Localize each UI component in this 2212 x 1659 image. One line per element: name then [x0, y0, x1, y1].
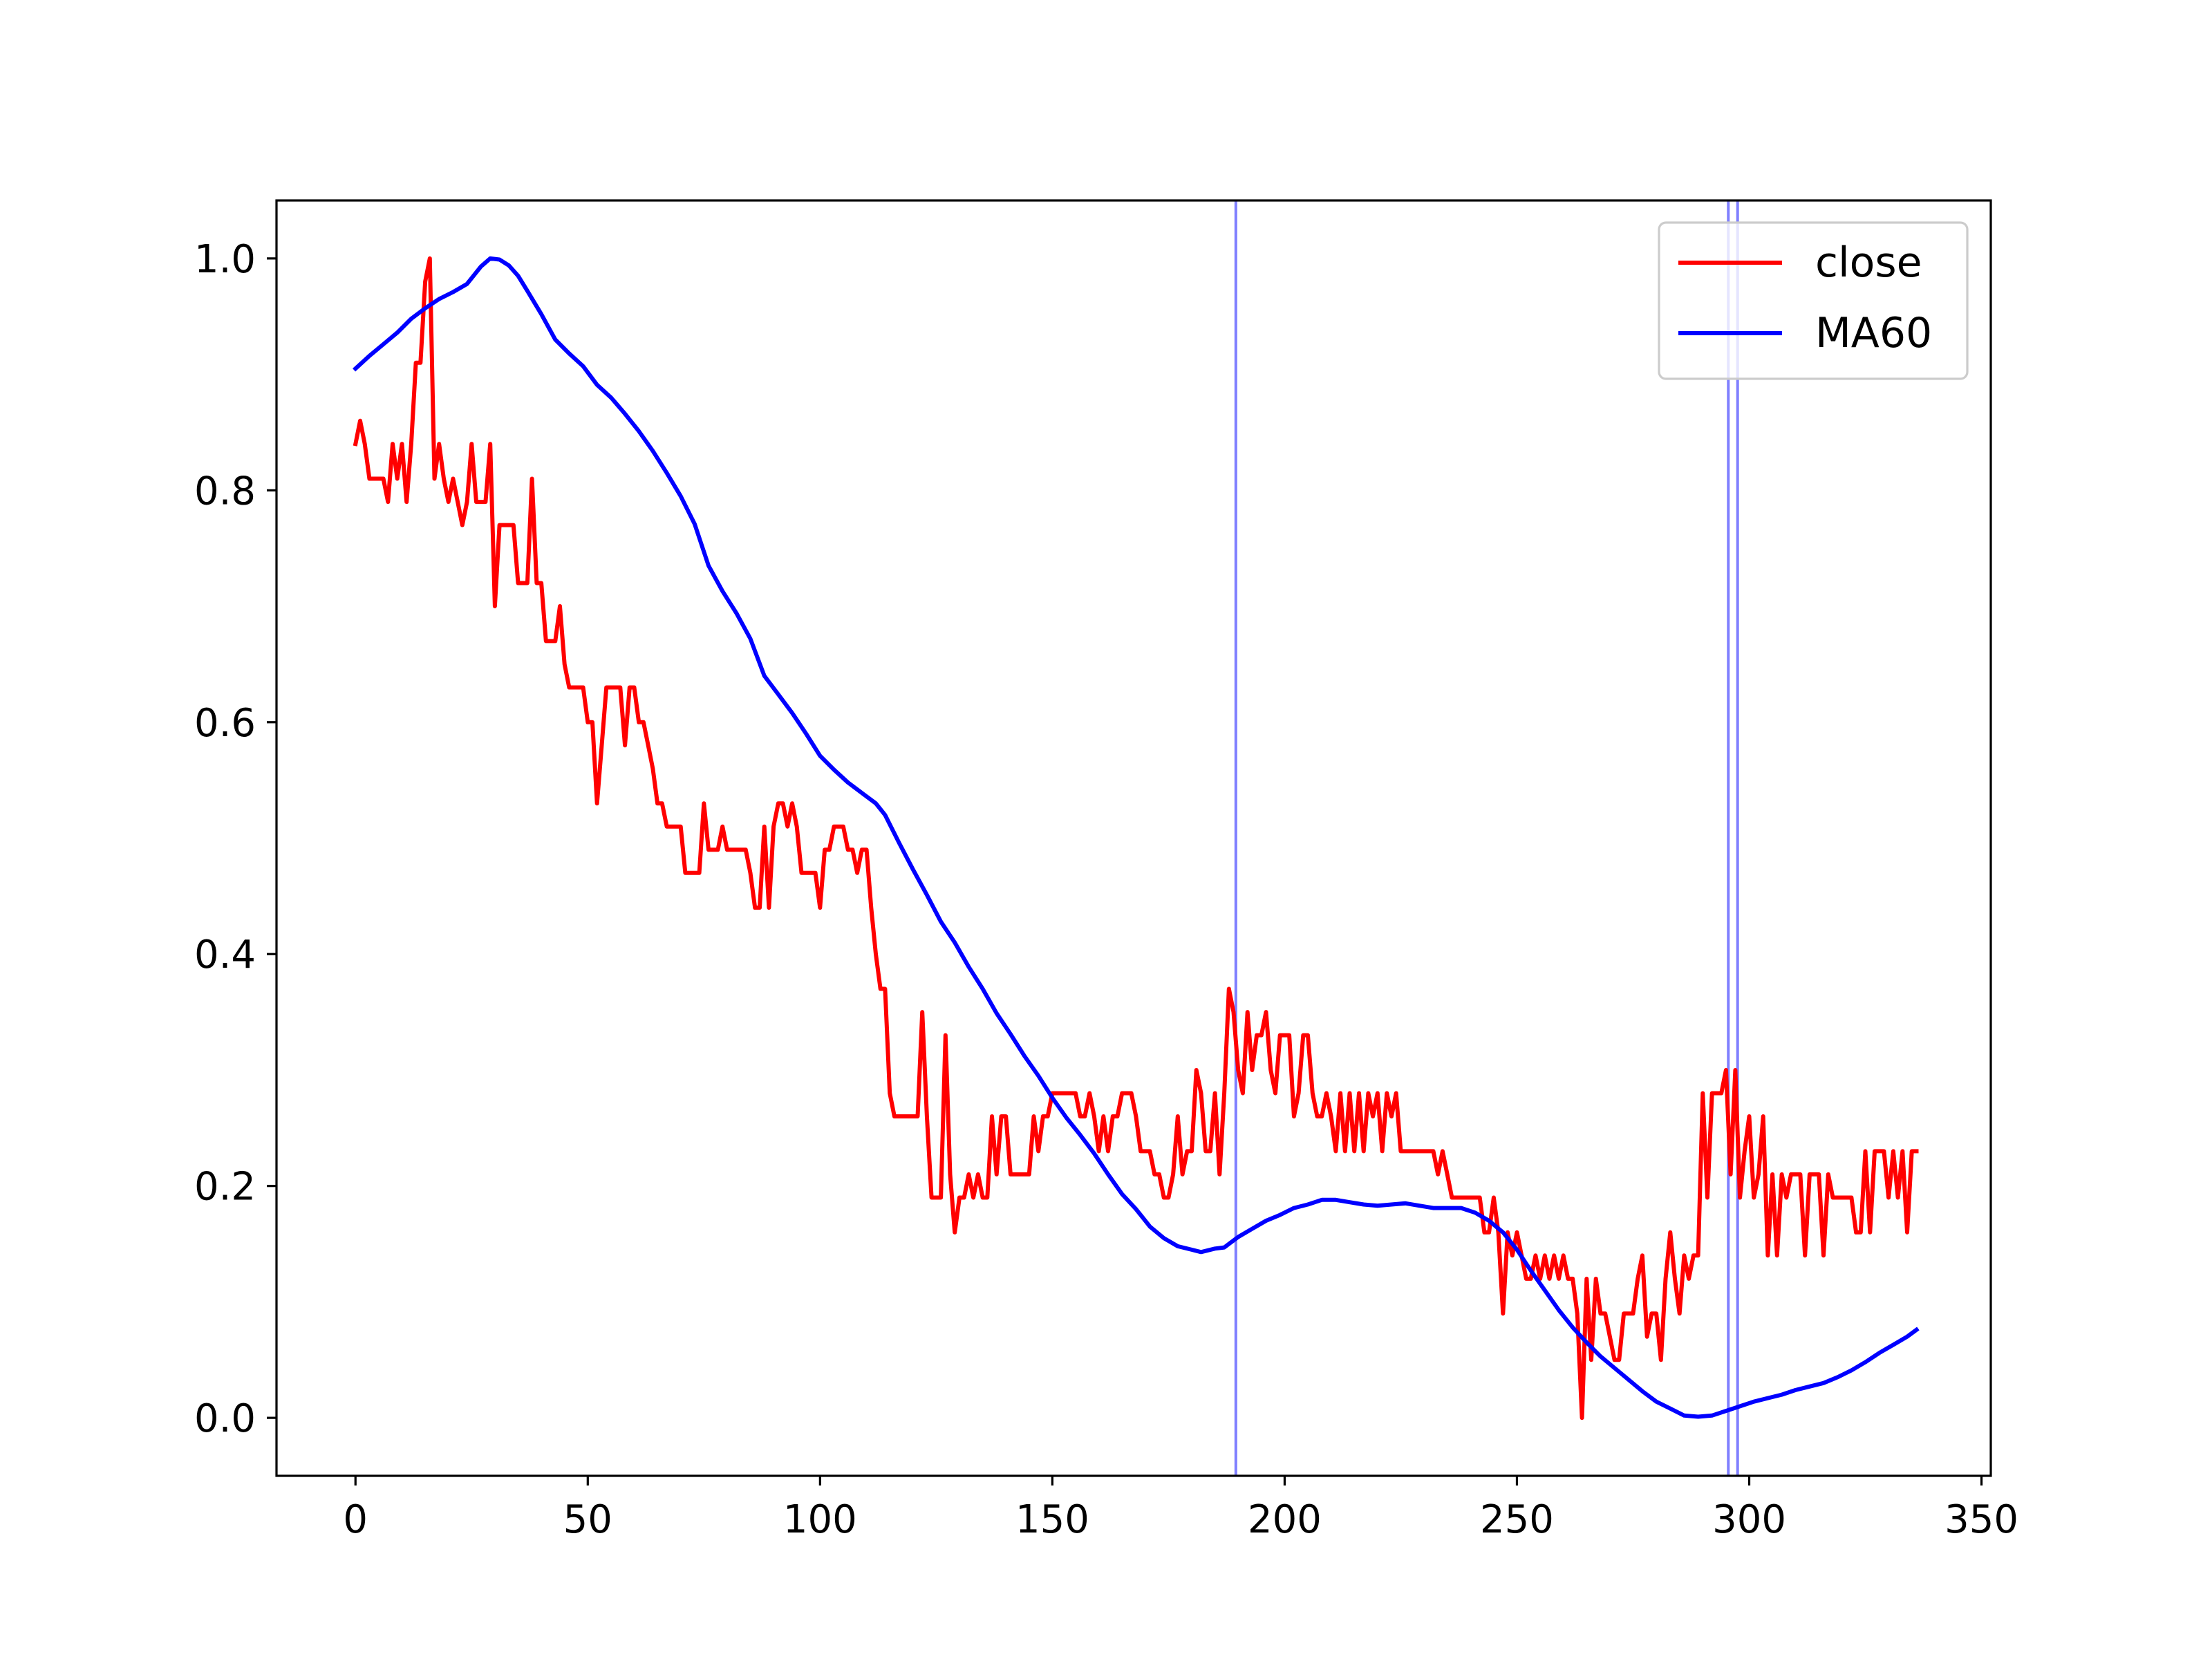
- y-tick-label: 0.6: [194, 701, 256, 746]
- x-tick-label: 300: [1712, 1497, 1786, 1542]
- y-tick-label: 0.8: [194, 469, 256, 514]
- legend-close-label: close: [1815, 238, 1922, 287]
- y-tick-label: 0.2: [194, 1165, 256, 1210]
- x-tick-label: 150: [1015, 1497, 1089, 1542]
- x-axis: 0 50 100 150 200 250 300 350: [343, 1476, 2018, 1542]
- x-tick-label: 50: [563, 1497, 612, 1542]
- legend: close MA60: [1658, 221, 1969, 380]
- x-tick-label: 0: [343, 1497, 368, 1542]
- y-tick-label: 0.4: [194, 932, 256, 977]
- x-tick-label: 350: [1944, 1497, 2018, 1542]
- legend-ma60-label: MA60: [1815, 309, 1932, 357]
- series-line-ma60: [353, 256, 1920, 1419]
- series-layer: [353, 256, 1920, 1421]
- y-tick-label: 1.0: [194, 237, 256, 282]
- x-tick-label: 250: [1480, 1497, 1554, 1542]
- y-axis: 0.0 0.2 0.4 0.6 0.8 1.0: [194, 237, 276, 1441]
- plot-area: [276, 200, 1991, 1476]
- plot-frame: [275, 199, 1992, 1477]
- y-tick-label: 0.0: [194, 1396, 256, 1441]
- series-line-close: [353, 256, 1919, 1421]
- x-tick-label: 200: [1248, 1497, 1322, 1542]
- x-tick-label: 100: [783, 1497, 857, 1542]
- vertical-marker-lines: [1234, 200, 1739, 1476]
